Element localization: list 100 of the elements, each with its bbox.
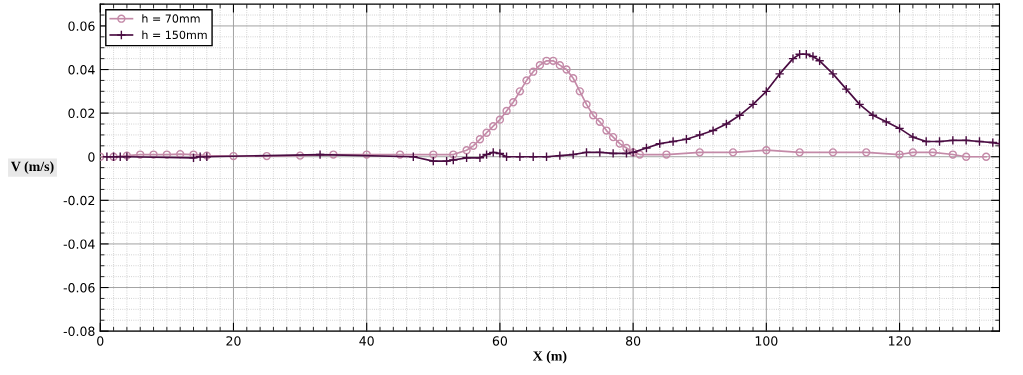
point (482, 128, 491, 137)
point (622, 143, 631, 153)
y-tick-label: 0.02 (68, 108, 95, 119)
point (395, 150, 405, 159)
point (868, 110, 878, 121)
point (708, 125, 718, 136)
point (542, 56, 551, 65)
point (441, 156, 452, 166)
legend-label: h = 70mm (142, 14, 200, 23)
point (428, 156, 439, 166)
point (329, 150, 338, 159)
x-tick-label: 100 (755, 336, 778, 346)
point (529, 67, 538, 76)
point (695, 148, 704, 157)
point (828, 69, 838, 79)
y-tick-label: -0.06 (63, 283, 95, 293)
point (562, 65, 571, 74)
point (987, 137, 998, 148)
y-axis-title: V (m/s) (10, 161, 54, 174)
point (881, 116, 892, 127)
point (947, 135, 958, 146)
x-tick-label: 40 (359, 336, 374, 346)
point (535, 60, 545, 70)
point (189, 150, 198, 159)
point (136, 150, 145, 159)
point (721, 119, 732, 129)
point (515, 151, 525, 162)
point (694, 130, 705, 140)
point (448, 155, 459, 165)
point (748, 99, 758, 110)
point (841, 84, 852, 95)
y-tick-label: 0.04 (68, 65, 95, 75)
point (461, 152, 472, 163)
point (515, 87, 525, 96)
x-tick-label: 120 (889, 336, 911, 346)
point (489, 122, 498, 131)
point (495, 115, 505, 124)
point (469, 141, 478, 150)
point (908, 148, 918, 157)
point (774, 69, 785, 79)
x-tick-label: 20 (226, 336, 241, 346)
point (188, 152, 199, 163)
point (522, 76, 531, 85)
point (362, 150, 371, 159)
point (728, 148, 738, 157)
point (549, 56, 558, 65)
point (195, 151, 206, 162)
point (961, 135, 972, 146)
point (862, 148, 871, 157)
legend-label: h = 150mm (142, 30, 207, 40)
point (948, 150, 958, 159)
point (595, 117, 604, 127)
point (462, 146, 471, 155)
point (554, 150, 565, 161)
point (641, 143, 652, 153)
point (795, 148, 804, 157)
point (602, 126, 611, 135)
point (662, 150, 671, 159)
point (895, 150, 904, 159)
point (635, 150, 644, 159)
point (981, 152, 991, 161)
point (176, 149, 185, 159)
point (828, 148, 838, 157)
point (615, 139, 624, 148)
point (495, 148, 505, 159)
y-tick-label: -0.08 (63, 326, 95, 337)
point (608, 132, 618, 142)
y-tick-label: 0.06 (68, 21, 95, 31)
x-tick-label: 80 (626, 336, 641, 346)
point (502, 106, 511, 116)
point (594, 147, 605, 158)
point (668, 136, 678, 147)
y-tick-label: -0.02 (63, 195, 95, 206)
point (262, 151, 271, 161)
point (475, 135, 485, 144)
y-tick-label: 0 (88, 152, 95, 162)
point (229, 151, 238, 161)
point (568, 149, 579, 160)
x-tick-label: 60 (492, 336, 508, 346)
point (315, 149, 325, 160)
point (588, 111, 598, 120)
point (569, 74, 578, 83)
x-tick-label: 0 (97, 336, 104, 346)
point (961, 152, 971, 161)
point (162, 150, 172, 159)
x-axis-title: X (m) (532, 350, 567, 364)
point (429, 150, 438, 159)
point (295, 151, 305, 160)
point (575, 87, 585, 96)
point (908, 132, 918, 142)
point (582, 100, 591, 109)
point (608, 148, 619, 159)
point (509, 98, 518, 107)
point (149, 150, 158, 159)
point (762, 146, 771, 155)
point (449, 150, 458, 159)
point (928, 148, 938, 157)
point (555, 60, 565, 70)
point (808, 51, 818, 62)
y-tick-label: -0.04 (63, 239, 95, 249)
